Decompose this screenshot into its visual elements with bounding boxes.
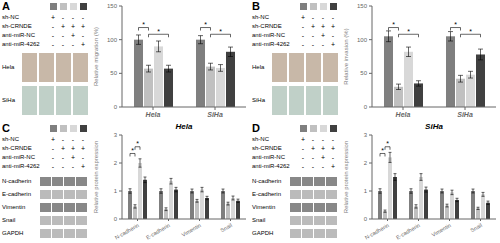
svg-text:N-cadherin: N-cadherin bbox=[114, 222, 140, 241]
html-text:anti-miR-4262: anti-miR-4262 bbox=[2, 163, 40, 169]
svg-text:Vimentin: Vimentin bbox=[430, 222, 451, 238]
html-text:C: C bbox=[2, 122, 10, 134]
svg-text:*: * bbox=[469, 28, 472, 35]
svg-text:100: 100 bbox=[357, 37, 368, 43]
html-text:SiHa: SiHa bbox=[2, 97, 15, 103]
svg-text:2: 2 bbox=[114, 160, 118, 166]
html-text:Vimentin: Vimentin bbox=[2, 204, 26, 210]
html-text:anti-miR-4262: anti-miR-4262 bbox=[252, 163, 290, 169]
html-text:E-cadherin: E-cadherin bbox=[2, 191, 31, 197]
svg-text:3: 3 bbox=[364, 132, 368, 138]
html-text:anti-miR-NC: anti-miR-NC bbox=[2, 154, 35, 160]
svg-text:150: 150 bbox=[357, 3, 368, 9]
svg-text:50: 50 bbox=[110, 70, 117, 76]
svg-text:100: 100 bbox=[107, 37, 118, 43]
svg-text:*: * bbox=[136, 140, 139, 147]
html-text:anti-miR-NC: anti-miR-NC bbox=[252, 32, 285, 38]
svg-text:*: * bbox=[142, 21, 145, 28]
html-text:N-cadherin: N-cadherin bbox=[252, 178, 282, 184]
html-text:Hela: Hela bbox=[175, 122, 193, 131]
html-text:A: A bbox=[2, 0, 10, 12]
html-text:SiHa: SiHa bbox=[425, 122, 443, 131]
svg-text:Relative protein expression: Relative protein expression bbox=[93, 141, 99, 213]
svg-text:1: 1 bbox=[364, 188, 368, 194]
svg-text:Vimentin: Vimentin bbox=[180, 222, 201, 238]
svg-text:*: * bbox=[219, 28, 222, 35]
html-text:anti-miR-4262: anti-miR-4262 bbox=[2, 41, 40, 47]
svg-text:0: 0 bbox=[364, 104, 368, 110]
svg-text:SiHa: SiHa bbox=[207, 111, 223, 118]
svg-text:150: 150 bbox=[107, 3, 118, 9]
svg-text:*: * bbox=[392, 21, 395, 28]
svg-text:*: * bbox=[386, 140, 389, 147]
html-text:B: B bbox=[252, 0, 260, 12]
svg-text:Snail: Snail bbox=[469, 222, 483, 233]
svg-text:0: 0 bbox=[114, 216, 118, 222]
html-text:sh-NC: sh-NC bbox=[2, 14, 19, 20]
svg-text:*: * bbox=[454, 21, 457, 28]
svg-text:0: 0 bbox=[364, 216, 368, 222]
svg-text:Relative invasion (%): Relative invasion (%) bbox=[343, 28, 349, 84]
html-text:GAPDH: GAPDH bbox=[2, 230, 24, 236]
html-text:GAPDH: GAPDH bbox=[252, 230, 274, 236]
html-text:sh-NC: sh-NC bbox=[2, 136, 19, 142]
html-text:sh-NC: sh-NC bbox=[252, 14, 269, 20]
svg-text:Relative migration (%): Relative migration (%) bbox=[93, 27, 99, 86]
svg-text:2: 2 bbox=[364, 160, 368, 166]
svg-text:*: * bbox=[131, 147, 134, 154]
svg-text:3: 3 bbox=[114, 132, 118, 138]
html-text:sh-CRNDE: sh-CRNDE bbox=[2, 145, 32, 151]
html-text:Snail: Snail bbox=[2, 217, 16, 223]
html-text:E-cadherin: E-cadherin bbox=[252, 191, 281, 197]
svg-text:1: 1 bbox=[114, 188, 118, 194]
svg-text:Snail: Snail bbox=[219, 222, 233, 233]
html-text:anti-miR-4262: anti-miR-4262 bbox=[252, 41, 290, 47]
html-text:Snail: Snail bbox=[252, 217, 266, 223]
html-text:sh-CRNDE: sh-CRNDE bbox=[252, 23, 282, 29]
svg-text:*: * bbox=[407, 28, 410, 35]
html-text:anti-miR-NC: anti-miR-NC bbox=[2, 32, 35, 38]
svg-text:Hela: Hela bbox=[396, 111, 411, 118]
html-text:Vimentin: Vimentin bbox=[252, 204, 276, 210]
svg-text:E-cadherin: E-cadherin bbox=[145, 222, 171, 241]
html-text:sh-CRNDE: sh-CRNDE bbox=[2, 23, 32, 29]
svg-text:*: * bbox=[381, 147, 384, 154]
html-text:SiHa: SiHa bbox=[252, 97, 265, 103]
html-text:anti-miR-NC: anti-miR-NC bbox=[252, 154, 285, 160]
svg-text:Relative protein expression: Relative protein expression bbox=[343, 141, 349, 213]
svg-text:*: * bbox=[157, 28, 160, 35]
html-text:Hela: Hela bbox=[252, 64, 265, 70]
html-text:N-cadherin: N-cadherin bbox=[2, 178, 32, 184]
svg-text:50: 50 bbox=[360, 70, 367, 76]
svg-text:SiHa: SiHa bbox=[457, 111, 473, 118]
svg-text:*: * bbox=[204, 21, 207, 28]
svg-text:0: 0 bbox=[114, 104, 118, 110]
svg-text:E-cadherin: E-cadherin bbox=[395, 222, 421, 241]
html-text:D: D bbox=[252, 122, 260, 134]
svg-text:Hela: Hela bbox=[146, 111, 161, 118]
html-text:Hela: Hela bbox=[2, 64, 15, 70]
html-text:sh-CRNDE: sh-CRNDE bbox=[252, 145, 282, 151]
svg-text:N-cadherin: N-cadherin bbox=[364, 222, 390, 241]
html-text:sh-NC: sh-NC bbox=[252, 136, 269, 142]
